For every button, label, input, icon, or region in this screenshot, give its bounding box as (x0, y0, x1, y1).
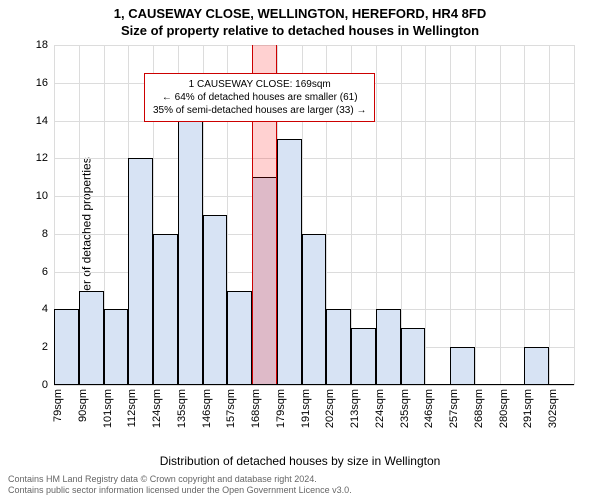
x-tick-label: 213sqm (349, 389, 361, 428)
histogram-bar (128, 158, 153, 385)
x-tick-label: 246sqm (423, 389, 435, 428)
y-tick-label: 16 (36, 77, 48, 89)
histogram-bar (54, 309, 79, 385)
x-tick-label: 280sqm (498, 389, 510, 428)
histogram-bar (376, 309, 401, 385)
x-tick-label: 146sqm (201, 389, 213, 428)
x-tick-label: 191sqm (300, 389, 312, 428)
x-tick-label: 224sqm (374, 389, 386, 428)
x-tick-label: 124sqm (151, 389, 163, 428)
gridline-v (549, 45, 550, 385)
histogram-bar (79, 291, 104, 385)
gridline-h (54, 45, 574, 46)
histogram-bar (351, 328, 376, 385)
y-tick-label: 14 (36, 115, 48, 127)
x-tick-label: 291sqm (522, 389, 534, 428)
title-line1: 1, CAUSEWAY CLOSE, WELLINGTON, HEREFORD,… (0, 6, 600, 21)
histogram-bar (227, 291, 252, 385)
title-line2: Size of property relative to detached ho… (0, 23, 600, 38)
gridline-h (54, 385, 574, 386)
x-tick-label: 302sqm (547, 389, 559, 428)
y-tick-label: 4 (42, 303, 48, 315)
chart-area: 02468101214161879sqm90sqm101sqm112sqm124… (54, 45, 574, 385)
x-tick-label: 79sqm (52, 389, 64, 422)
gridline-v (500, 45, 501, 385)
histogram-bar (326, 309, 351, 385)
histogram-bar (450, 347, 475, 385)
gridline-v (574, 45, 575, 385)
y-tick-label: 18 (36, 39, 48, 51)
y-tick-label: 0 (42, 379, 48, 391)
x-tick-label: 112sqm (126, 389, 138, 427)
y-tick-label: 6 (42, 266, 48, 278)
annotation-line-0: 1 CAUSEWAY CLOSE: 169sqm (153, 78, 366, 91)
footer-line1: Contains HM Land Registry data © Crown c… (8, 474, 592, 485)
gridline-v (450, 45, 451, 385)
gridline-v (425, 45, 426, 385)
histogram-bar (153, 234, 178, 385)
histogram-bar (203, 215, 228, 385)
annotation-line-2: 35% of semi-detached houses are larger (… (153, 104, 366, 117)
y-tick-label: 2 (42, 341, 48, 353)
x-tick-label: 135sqm (176, 389, 188, 428)
y-tick-label: 8 (42, 228, 48, 240)
y-tick-label: 12 (36, 152, 48, 164)
x-tick-label: 179sqm (275, 389, 287, 428)
histogram-bar (401, 328, 426, 385)
histogram-bar (302, 234, 327, 385)
x-tick-label: 235sqm (399, 389, 411, 428)
histogram-bar (277, 139, 302, 385)
footer-text: Contains HM Land Registry data © Crown c… (8, 474, 592, 496)
gridline-v (475, 45, 476, 385)
x-tick-label: 90sqm (77, 389, 89, 422)
histogram-bar (524, 347, 549, 385)
histogram-bar (104, 309, 129, 385)
x-tick-label: 202sqm (324, 389, 336, 428)
annotation-box: 1 CAUSEWAY CLOSE: 169sqm← 64% of detache… (144, 73, 375, 122)
annotation-line-1: ← 64% of detached houses are smaller (61… (153, 91, 366, 104)
x-tick-label: 101sqm (102, 389, 114, 428)
x-tick-label: 257sqm (448, 389, 460, 428)
x-axis-baseline (54, 384, 574, 385)
footer-line2: Contains public sector information licen… (8, 485, 592, 496)
x-axis-label: Distribution of detached houses by size … (0, 454, 600, 468)
gridline-v (524, 45, 525, 385)
y-tick-label: 10 (36, 190, 48, 202)
x-tick-label: 268sqm (473, 389, 485, 428)
histogram-bar (178, 102, 203, 385)
x-tick-label: 168sqm (250, 389, 262, 428)
x-tick-label: 157sqm (225, 389, 237, 428)
